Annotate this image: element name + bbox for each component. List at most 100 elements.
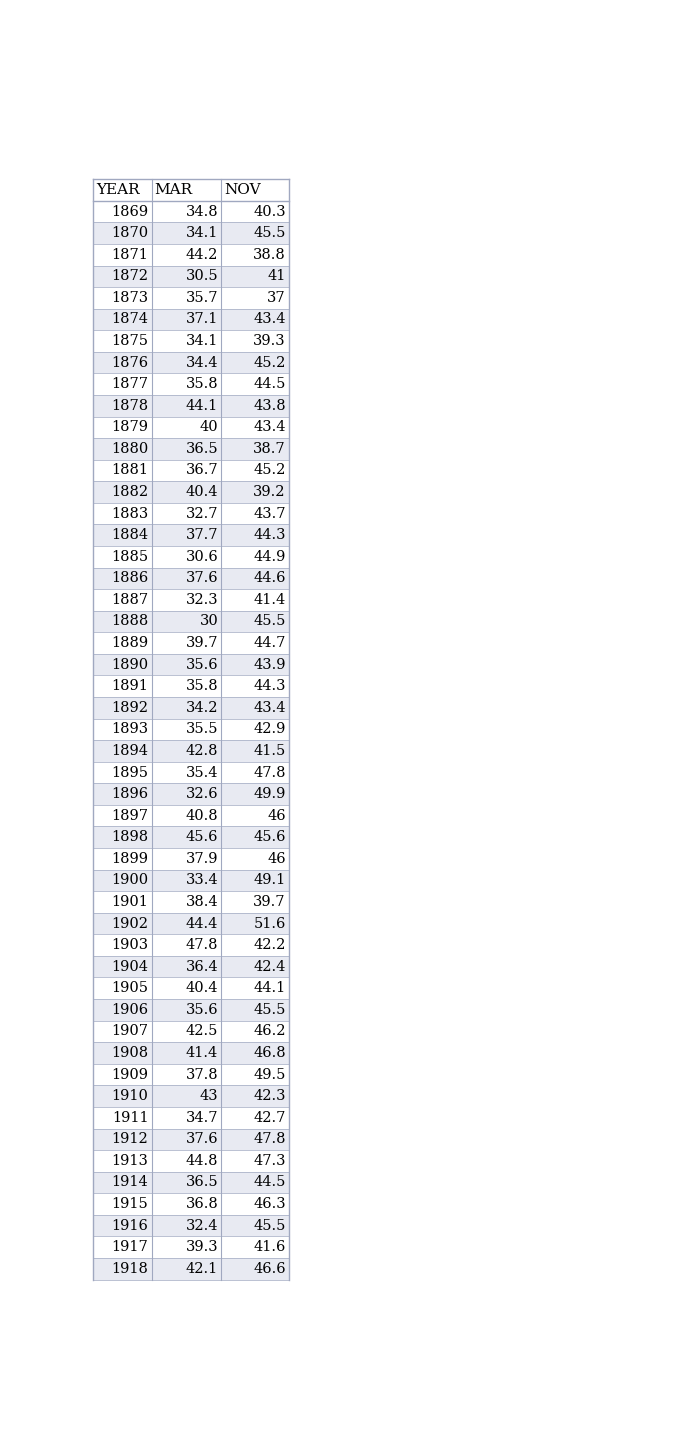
Text: 1918: 1918 — [112, 1262, 149, 1276]
Text: 1884: 1884 — [112, 528, 149, 542]
Text: 42.8: 42.8 — [186, 744, 218, 758]
Text: 33.4: 33.4 — [186, 874, 218, 887]
Text: 1900: 1900 — [112, 874, 149, 887]
Text: 1901: 1901 — [112, 895, 149, 908]
Bar — [94, 503, 289, 525]
Text: 36.5: 36.5 — [186, 441, 218, 456]
Bar — [94, 395, 289, 417]
Text: 34.7: 34.7 — [186, 1110, 218, 1125]
Text: 44.1: 44.1 — [186, 399, 218, 412]
Text: 43.4: 43.4 — [253, 313, 285, 326]
Text: 36.8: 36.8 — [186, 1197, 218, 1211]
Text: 44.9: 44.9 — [253, 549, 285, 564]
Text: 47.8: 47.8 — [253, 1132, 285, 1146]
Text: 42.9: 42.9 — [253, 722, 285, 737]
Text: 34.1: 34.1 — [186, 335, 218, 348]
Text: 39.7: 39.7 — [186, 636, 218, 650]
Bar — [94, 222, 289, 244]
Bar — [94, 1064, 289, 1086]
Text: 47.8: 47.8 — [186, 939, 218, 952]
Bar — [94, 460, 289, 482]
Text: 1910: 1910 — [112, 1089, 149, 1103]
Bar — [94, 1086, 289, 1107]
Text: 1899: 1899 — [112, 852, 149, 865]
Text: 1897: 1897 — [112, 809, 149, 823]
Bar — [94, 179, 289, 200]
Text: 44.7: 44.7 — [253, 636, 285, 650]
Text: 36.5: 36.5 — [186, 1175, 218, 1190]
Text: 37.1: 37.1 — [186, 313, 218, 326]
Text: 45.6: 45.6 — [253, 831, 285, 844]
Bar — [94, 417, 289, 438]
Text: 44.3: 44.3 — [253, 679, 285, 694]
Text: YEAR: YEAR — [96, 183, 140, 198]
Bar — [94, 870, 289, 891]
Bar — [94, 1043, 289, 1064]
Text: 47.3: 47.3 — [253, 1154, 285, 1168]
Text: 1898: 1898 — [112, 831, 149, 844]
Text: 45.5: 45.5 — [253, 226, 285, 241]
Text: 37.9: 37.9 — [186, 852, 218, 865]
Text: 35.7: 35.7 — [186, 291, 218, 304]
Text: 46: 46 — [267, 809, 285, 823]
Text: 43.4: 43.4 — [253, 701, 285, 715]
Bar — [94, 330, 289, 352]
Bar — [94, 1129, 289, 1151]
Bar — [94, 653, 289, 675]
Text: 1883: 1883 — [111, 506, 149, 521]
Text: 37.6: 37.6 — [186, 1132, 218, 1146]
Text: 39.3: 39.3 — [253, 335, 285, 348]
Text: 1888: 1888 — [111, 614, 149, 629]
Text: 39.2: 39.2 — [253, 485, 285, 499]
Text: 46.3: 46.3 — [253, 1197, 285, 1211]
Bar — [94, 978, 289, 999]
Text: 1879: 1879 — [112, 420, 149, 434]
Text: 1891: 1891 — [112, 679, 149, 694]
Text: 35.5: 35.5 — [186, 722, 218, 737]
Text: 42.3: 42.3 — [253, 1089, 285, 1103]
Text: 1873: 1873 — [112, 291, 149, 304]
Text: 41.4: 41.4 — [186, 1045, 218, 1060]
Text: 1886: 1886 — [111, 571, 149, 585]
Text: 35.6: 35.6 — [186, 658, 218, 672]
Text: 1870: 1870 — [112, 226, 149, 241]
Text: 32.7: 32.7 — [186, 506, 218, 521]
Text: 44.1: 44.1 — [253, 981, 285, 995]
Text: 43.9: 43.9 — [253, 658, 285, 672]
Bar — [94, 438, 289, 460]
Text: 42.2: 42.2 — [253, 939, 285, 952]
Text: 42.7: 42.7 — [253, 1110, 285, 1125]
Bar — [94, 525, 289, 547]
Text: 35.8: 35.8 — [186, 679, 218, 694]
Text: 1908: 1908 — [112, 1045, 149, 1060]
Text: 1893: 1893 — [112, 722, 149, 737]
Bar — [94, 761, 289, 783]
Bar — [94, 999, 289, 1021]
Text: 1876: 1876 — [112, 356, 149, 369]
Bar — [94, 891, 289, 913]
Bar — [94, 547, 289, 568]
Bar — [94, 826, 289, 848]
Text: 30: 30 — [200, 614, 218, 629]
Text: 32.3: 32.3 — [186, 593, 218, 607]
Bar — [94, 1236, 289, 1257]
Text: 44.4: 44.4 — [186, 917, 218, 930]
Bar — [94, 696, 289, 718]
Text: MAR: MAR — [155, 183, 193, 198]
Bar — [94, 611, 289, 632]
Text: 42.5: 42.5 — [186, 1024, 218, 1038]
Text: 1872: 1872 — [112, 270, 149, 283]
Bar — [94, 265, 289, 287]
Bar — [94, 568, 289, 590]
Text: 47.8: 47.8 — [253, 766, 285, 780]
Text: 30.6: 30.6 — [186, 549, 218, 564]
Bar — [94, 1107, 289, 1129]
Text: 1904: 1904 — [112, 960, 149, 973]
Text: 36.7: 36.7 — [186, 463, 218, 477]
Text: 1890: 1890 — [112, 658, 149, 672]
Bar — [94, 1172, 289, 1193]
Text: 45.5: 45.5 — [253, 614, 285, 629]
Text: 34.8: 34.8 — [186, 205, 218, 219]
Text: 41.6: 41.6 — [253, 1240, 285, 1255]
Text: 1894: 1894 — [112, 744, 149, 758]
